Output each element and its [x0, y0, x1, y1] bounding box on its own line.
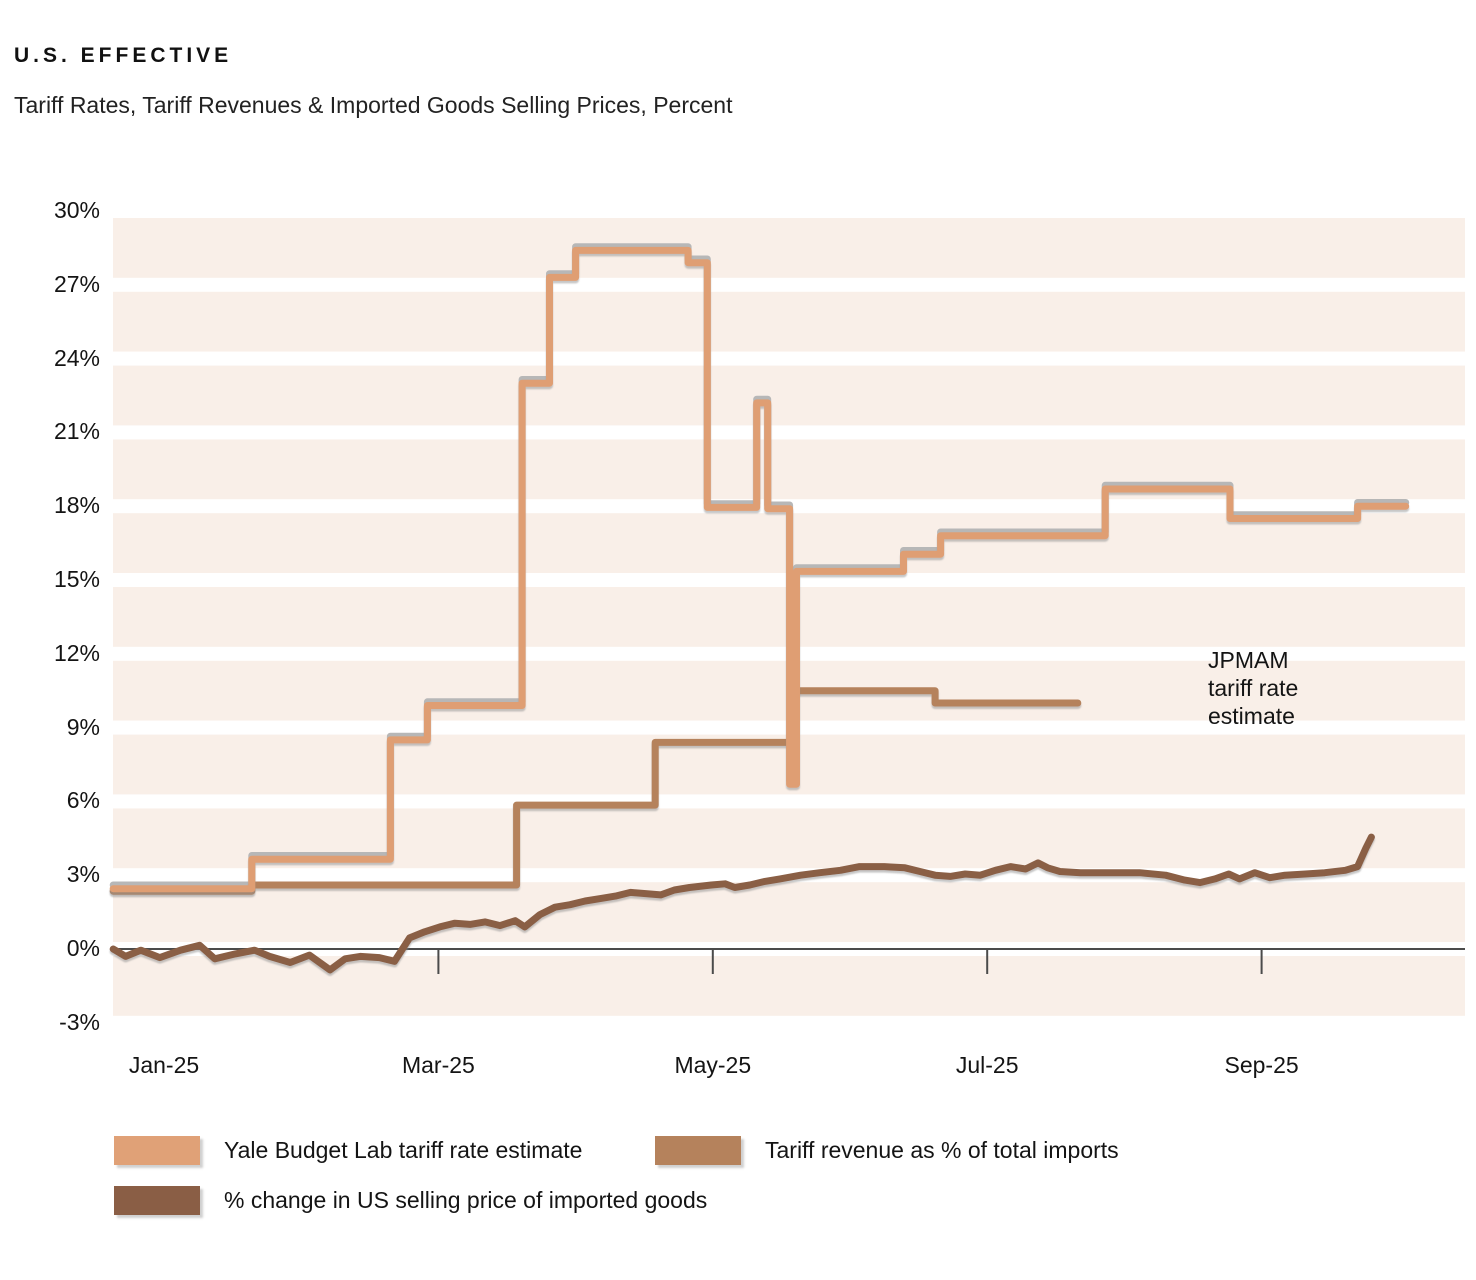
y-axis-label: 30%: [53, 197, 100, 223]
legend-item-revenue: Tariff revenue as % of total imports: [655, 1136, 1119, 1165]
y-axis-label: 0%: [66, 935, 100, 961]
x-axis-tick: [1260, 949, 1263, 974]
background-stripe: [113, 439, 1465, 500]
background-stripe: [113, 365, 1465, 426]
y-axis-label: 15%: [53, 566, 100, 592]
x-axis-tick: [437, 949, 440, 974]
y-axis-label: 12%: [53, 639, 100, 666]
jpmam-annotation-line: JPMAM: [1208, 647, 1289, 673]
jpmam-annotation-line: tariff rate: [1208, 675, 1299, 701]
page-kicker: U.S. EFFECTIVE: [14, 44, 233, 67]
legend-item-yale: Yale Budget Lab tariff rate estimate: [114, 1136, 582, 1165]
y-axis-label: 3%: [66, 861, 100, 888]
x-axis-tick: [711, 949, 714, 974]
x-axis-label: Sep-25: [1224, 1052, 1299, 1078]
series-line-yale: [109, 246, 1410, 893]
yale-series-swatch: [114, 1136, 200, 1165]
x-axis-label: May-25: [674, 1052, 752, 1078]
jpmam-annotation: JPMAM tariff rate estimate: [1208, 646, 1298, 730]
background-stripe: [113, 882, 1465, 942]
legend-item-price: % change in US selling price of imported…: [114, 1186, 707, 1215]
x-axis-line: [113, 948, 1465, 950]
x-axis-tick: [986, 949, 989, 974]
series-line-price: [109, 833, 1375, 974]
y-axis-label: 6%: [66, 787, 100, 814]
y-axis-label: 24%: [53, 344, 100, 371]
background-stripe: [113, 291, 1465, 352]
x-axis-label: Jul-25: [955, 1052, 1019, 1078]
y-axis-label: 21%: [53, 418, 100, 445]
y-axis-label: 27%: [53, 270, 100, 297]
revenue-series-swatch: [655, 1136, 741, 1165]
legend-label: Yale Budget Lab tariff rate estimate: [224, 1137, 583, 1163]
legend-label: % change in US selling price of imported…: [224, 1187, 708, 1213]
y-axis-label: -3%: [59, 1008, 100, 1035]
price-series-swatch: [114, 1186, 200, 1215]
legend-label: Tariff revenue as % of total imports: [765, 1137, 1119, 1163]
y-axis-label: 9%: [66, 713, 100, 740]
chart-subtitle: Tariff Rates, Tariff Revenues & Imported…: [14, 92, 733, 118]
y-axis-label: 18%: [53, 492, 100, 519]
jpmam-annotation-line: estimate: [1208, 703, 1295, 729]
x-axis-label: Jan-25: [128, 1052, 200, 1078]
background-stripe: [113, 218, 1465, 278]
x-axis-label: Mar-25: [401, 1052, 475, 1078]
